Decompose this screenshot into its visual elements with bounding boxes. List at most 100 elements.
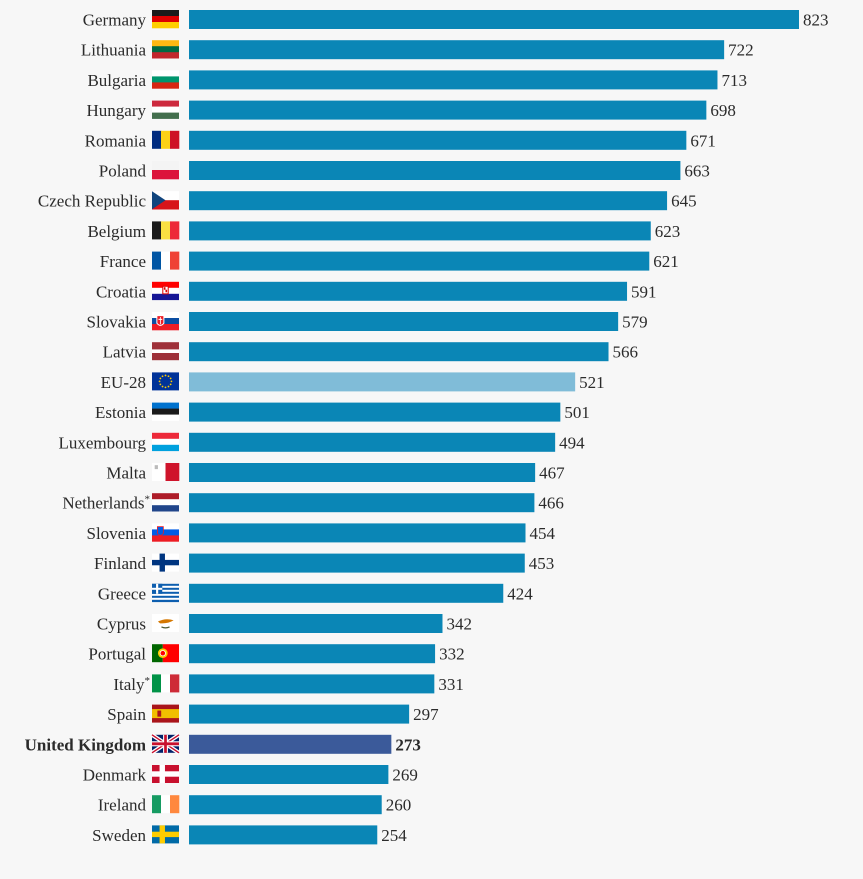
bar-czech-republic [189, 191, 668, 211]
category-label-eu-28: EU-28 [101, 373, 146, 392]
value-label-malta: 467 [539, 464, 565, 483]
slovakia-flag-icon [152, 312, 179, 331]
category-label-croatia: Croatia [96, 282, 146, 301]
bulgaria-flag-icon [152, 70, 179, 89]
category-label-lithuania: Lithuania [81, 41, 147, 60]
value-label-estonia: 501 [564, 403, 590, 422]
value-label-italy: 331 [438, 675, 464, 694]
category-label-france: France [100, 252, 146, 271]
value-label-belgium: 623 [655, 222, 681, 241]
croatia-flag-icon [152, 281, 179, 301]
bar-hungary [189, 100, 707, 120]
bar-slovakia [189, 312, 619, 331]
bar-italy [189, 674, 435, 694]
romania-flag-icon [152, 130, 180, 149]
luxembourg-flag-icon [152, 432, 179, 452]
cyprus-flag-icon [152, 614, 179, 632]
value-label-finland: 453 [529, 554, 555, 573]
belgium-flag-icon [152, 221, 180, 240]
finland-flag-icon [152, 553, 179, 572]
bar-croatia [189, 281, 628, 301]
bar-poland [189, 161, 681, 180]
category-label-ireland: Ireland [98, 796, 147, 815]
value-label-hungary: 698 [710, 101, 736, 120]
spain-flag-icon [152, 704, 179, 723]
portugal-flag-icon [152, 644, 179, 663]
bar-lithuania [189, 40, 725, 60]
value-label-sweden: 254 [381, 826, 407, 845]
slovenia-flag-icon [152, 523, 179, 542]
bar-slovenia [189, 523, 526, 543]
united-kingdom-flag-icon [150, 733, 181, 755]
value-label-portugal: 332 [439, 645, 465, 664]
germany-flag-icon [152, 10, 179, 29]
value-label-france: 621 [653, 252, 679, 271]
category-label-hungary: Hungary [87, 101, 147, 120]
value-label-poland: 663 [684, 162, 710, 181]
bar-germany [189, 10, 799, 29]
category-label-germany: Germany [83, 11, 147, 30]
bar-latvia [189, 342, 609, 362]
category-label-italy: Italy* [113, 675, 150, 694]
category-label-united-kingdom: United Kingdom [25, 735, 146, 754]
bar-malta [189, 463, 536, 482]
category-label-poland: Poland [99, 162, 147, 181]
bar-eu-28 [189, 372, 576, 392]
value-label-romania: 671 [690, 131, 716, 150]
value-label-spain: 297 [413, 705, 439, 724]
category-label-slovakia: Slovakia [87, 313, 147, 332]
eu-flag-icon [152, 372, 179, 391]
category-label-denmark: Denmark [83, 766, 147, 785]
value-label-slovenia: 454 [530, 524, 556, 543]
bar-greece [189, 583, 504, 603]
value-label-luxembourg: 494 [559, 433, 585, 452]
value-label-cyprus: 342 [446, 615, 472, 634]
category-label-latvia: Latvia [103, 343, 147, 362]
latvia-flag-icon [152, 342, 179, 361]
denmark-flag-icon [152, 765, 179, 783]
france-flag-icon [152, 251, 180, 270]
bar-bulgaria [189, 70, 718, 90]
greece-flag-icon [152, 583, 179, 603]
bar-united-kingdom [189, 734, 392, 754]
bar-romania [189, 130, 687, 150]
bar-spain [189, 704, 410, 724]
category-label-belgium: Belgium [87, 222, 146, 241]
category-label-slovenia: Slovenia [87, 524, 147, 543]
italy-flag-icon [152, 674, 180, 693]
value-label-croatia: 591 [631, 282, 657, 301]
category-label-czech-republic: Czech Republic [38, 192, 147, 211]
value-label-greece: 424 [507, 584, 533, 603]
bar-france [189, 251, 650, 271]
hungary-flag-icon [152, 100, 179, 119]
value-label-netherlands: 466 [538, 494, 564, 513]
category-label-estonia: Estonia [95, 403, 146, 422]
value-label-denmark: 269 [392, 766, 418, 785]
bar-portugal [189, 644, 436, 664]
value-label-germany: 823 [803, 11, 829, 30]
value-label-czech-republic: 645 [671, 192, 697, 211]
bar-netherlands [189, 493, 535, 513]
bar-estonia [189, 402, 561, 422]
category-label-spain: Spain [107, 705, 146, 724]
bar-finland [189, 553, 525, 573]
category-label-greece: Greece [98, 584, 146, 603]
czech-republic-flag-icon [152, 191, 179, 210]
value-label-slovakia: 579 [622, 313, 648, 332]
value-label-lithuania: 722 [728, 41, 754, 60]
bar-cyprus [189, 614, 443, 633]
lithuania-flag-icon [152, 40, 179, 59]
category-label-sweden: Sweden [92, 826, 146, 845]
category-label-bulgaria: Bulgaria [87, 71, 146, 90]
netherlands-flag-icon [152, 493, 179, 512]
bar-luxembourg [189, 432, 556, 452]
value-label-bulgaria: 713 [721, 71, 747, 90]
sweden-flag-icon [152, 825, 179, 844]
bar-denmark [189, 765, 389, 784]
category-label-portugal: Portugal [88, 645, 146, 664]
category-label-romania: Romania [85, 131, 147, 150]
estonia-flag-icon [152, 402, 179, 421]
malta-flag-icon [152, 463, 180, 481]
category-label-malta: Malta [106, 464, 146, 483]
